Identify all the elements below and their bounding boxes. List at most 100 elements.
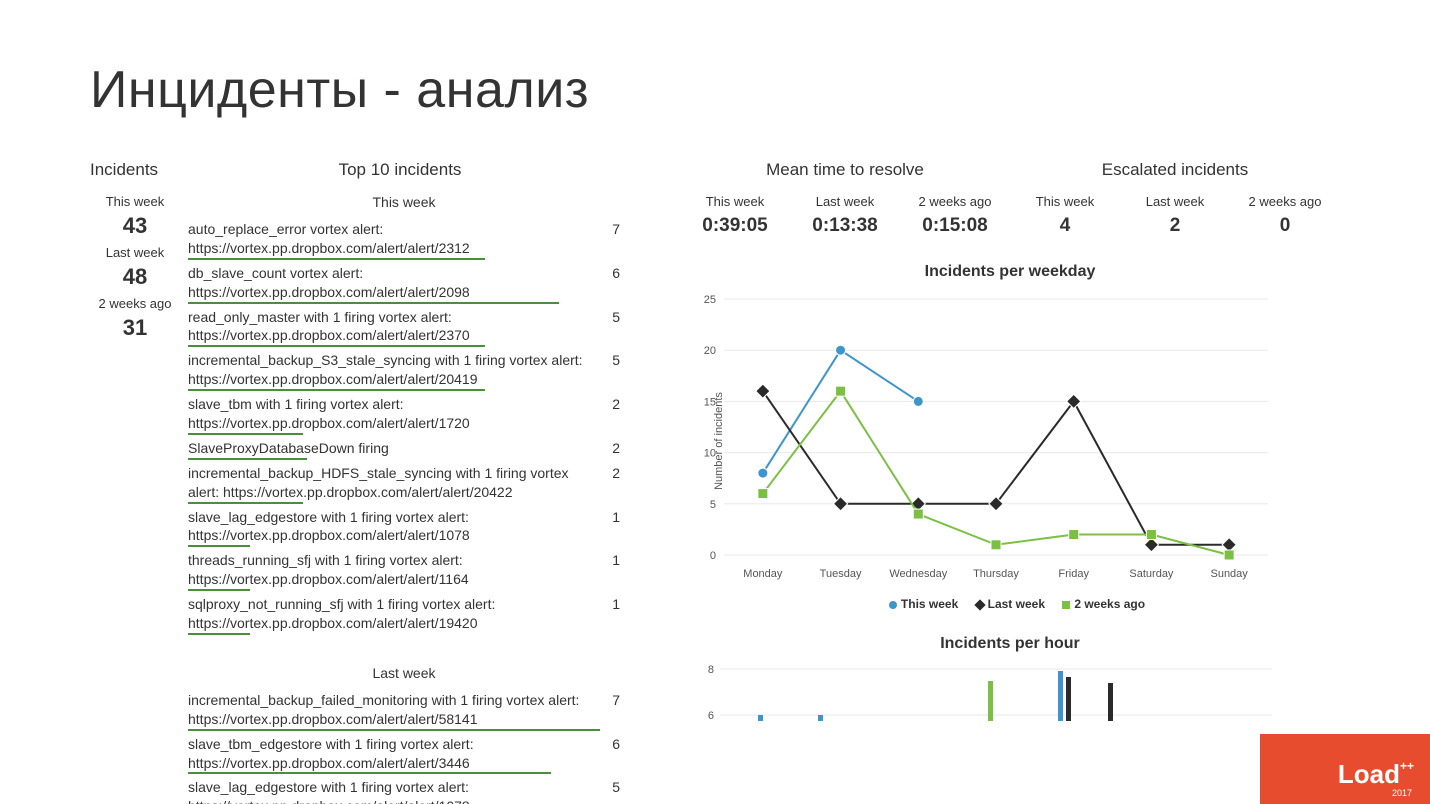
brand-logo: Load++ 2017 — [1260, 734, 1430, 804]
incident-bar — [188, 258, 485, 260]
legend-sq-c — [1062, 601, 1070, 609]
incident-bar — [188, 302, 559, 304]
incident-count: 2 — [600, 395, 620, 414]
page-title: Инциденты - анализ — [90, 60, 1340, 120]
esc-this: 4 — [1010, 215, 1120, 237]
top10-header: Top 10 incidents — [180, 160, 620, 180]
svg-text:0: 0 — [710, 550, 716, 562]
incident-bar — [188, 589, 250, 591]
svg-text:Thursday: Thursday — [973, 568, 1019, 580]
count-label-last-week: Last week — [90, 245, 180, 260]
incident-count: 2 — [600, 464, 620, 483]
weekday-legend: This week Last week 2 weeks ago — [680, 597, 1340, 611]
svg-text:20: 20 — [704, 345, 716, 357]
logo-text: Load — [1338, 759, 1400, 789]
incident-count: 1 — [600, 551, 620, 570]
mttr-label-this: This week — [680, 194, 790, 209]
svg-text:Tuesday: Tuesday — [820, 568, 862, 580]
incident-text: read_only_master with 1 firing vortex al… — [188, 308, 600, 348]
incident-row[interactable]: threads_running_sfj with 1 firing vortex… — [188, 551, 620, 591]
legend-c: 2 weeks ago — [1074, 597, 1145, 611]
incidents-header: Incidents — [90, 160, 180, 180]
incident-row[interactable]: incremental_backup_S3_stale_syncing with… — [188, 351, 620, 391]
count-label-2weeks: 2 weeks ago — [90, 296, 180, 311]
weekday-chart-title: Incidents per weekday — [680, 263, 1340, 281]
incident-text: sqlproxy_not_running_sfj with 1 firing v… — [188, 595, 600, 635]
esc-2w: 0 — [1230, 215, 1340, 237]
incident-text: slave_tbm_edgestore with 1 firing vortex… — [188, 735, 600, 775]
esc-last: 2 — [1120, 215, 1230, 237]
incident-bar — [188, 458, 307, 460]
svg-text:Sunday: Sunday — [1210, 568, 1248, 580]
incident-count: 1 — [600, 595, 620, 614]
svg-text:Saturday: Saturday — [1129, 568, 1174, 580]
incident-row[interactable]: slave_tbm_edgestore with 1 firing vortex… — [188, 735, 620, 775]
incident-bar — [188, 545, 250, 547]
legend-a: This week — [901, 597, 958, 611]
incident-row[interactable]: incremental_backup_failed_monitoring wit… — [188, 691, 620, 731]
incident-row[interactable]: slave_tbm with 1 firing vortex alert: ht… — [188, 395, 620, 435]
incident-text: slave_lag_edgestore with 1 firing vortex… — [188, 778, 600, 804]
esc-label-this: This week — [1010, 194, 1120, 209]
incident-row[interactable]: sqlproxy_not_running_sfj with 1 firing v… — [188, 595, 620, 635]
top10-sub-last-week: Last week — [188, 665, 620, 681]
mttr-2w: 0:15:08 — [900, 215, 1010, 237]
incident-text: SlaveProxyDatabaseDown firing — [188, 439, 600, 460]
legend-dia-b — [974, 599, 985, 610]
legend-b: Last week — [988, 597, 1045, 611]
incident-text: threads_running_sfj with 1 firing vortex… — [188, 551, 600, 591]
incident-bar — [188, 633, 250, 635]
incident-text: incremental_backup_S3_stale_syncing with… — [188, 351, 600, 391]
mttr-header: Mean time to resolve — [680, 160, 1010, 180]
incident-count: 1 — [600, 508, 620, 527]
weekday-chart: Number of incidents 0510152025MondayTues… — [688, 291, 1278, 591]
incident-text: slave_lag_edgestore with 1 firing vortex… — [188, 508, 600, 548]
logo-sup: ++ — [1400, 759, 1414, 773]
incident-text: slave_tbm with 1 firing vortex alert: ht… — [188, 395, 600, 435]
incident-row[interactable]: SlaveProxyDatabaseDown firing2 — [188, 439, 620, 460]
incident-count: 5 — [600, 778, 620, 797]
mttr-label-2w: 2 weeks ago — [900, 194, 1010, 209]
incident-count: 5 — [600, 351, 620, 370]
incident-row[interactable]: incremental_backup_HDFS_stale_syncing wi… — [188, 464, 620, 504]
weekday-ylabel: Number of incidents — [713, 392, 725, 490]
incident-row[interactable]: db_slave_count vortex alert: https://vor… — [188, 264, 620, 304]
mttr-this: 0:39:05 — [680, 215, 790, 237]
incident-row[interactable]: slave_lag_edgestore with 1 firing vortex… — [188, 508, 620, 548]
svg-text:5: 5 — [710, 499, 716, 511]
count-last-week: 48 — [90, 264, 180, 290]
incident-text: db_slave_count vortex alert: https://vor… — [188, 264, 600, 304]
top10-sub-this-week: This week — [188, 194, 620, 210]
incident-row[interactable]: read_only_master with 1 firing vortex al… — [188, 308, 620, 348]
stats-row: This week0:39:05 Last week0:13:38 2 week… — [680, 194, 1340, 237]
esc-label-2w: 2 weeks ago — [1230, 194, 1340, 209]
dashboard: Incidents Top 10 incidents This week 43 … — [90, 160, 1340, 804]
svg-text:8: 8 — [708, 664, 714, 676]
incident-row[interactable]: slave_lag_edgestore with 1 firing vortex… — [188, 778, 620, 804]
svg-text:Monday: Monday — [743, 568, 783, 580]
top10-column: This week auto_replace_error vortex aler… — [180, 194, 620, 804]
incident-counts: This week 43 Last week 48 2 weeks ago 31 — [90, 194, 180, 804]
incident-text: auto_replace_error vortex alert: https:/… — [188, 220, 600, 260]
incident-bar — [188, 345, 485, 347]
svg-text:6: 6 — [708, 710, 714, 721]
incident-row[interactable]: auto_replace_error vortex alert: https:/… — [188, 220, 620, 260]
right-column: Mean time to resolve Escalated incidents… — [680, 160, 1340, 804]
escalated-header: Escalated incidents — [1010, 160, 1340, 180]
incident-count: 7 — [600, 691, 620, 710]
incident-text: incremental_backup_failed_monitoring wit… — [188, 691, 600, 731]
hour-chart: 86 — [688, 661, 1278, 721]
incident-count: 6 — [600, 264, 620, 283]
svg-text:25: 25 — [704, 294, 716, 306]
count-label-this-week: This week — [90, 194, 180, 209]
incident-count: 2 — [600, 439, 620, 458]
esc-label-last: Last week — [1120, 194, 1230, 209]
incident-count: 7 — [600, 220, 620, 239]
incident-count: 6 — [600, 735, 620, 754]
incident-bar — [188, 433, 303, 435]
incident-count: 5 — [600, 308, 620, 327]
left-column: Incidents Top 10 incidents This week 43 … — [90, 160, 620, 804]
svg-text:Friday: Friday — [1058, 568, 1089, 580]
incident-text: incremental_backup_HDFS_stale_syncing wi… — [188, 464, 600, 504]
mttr-label-last: Last week — [790, 194, 900, 209]
